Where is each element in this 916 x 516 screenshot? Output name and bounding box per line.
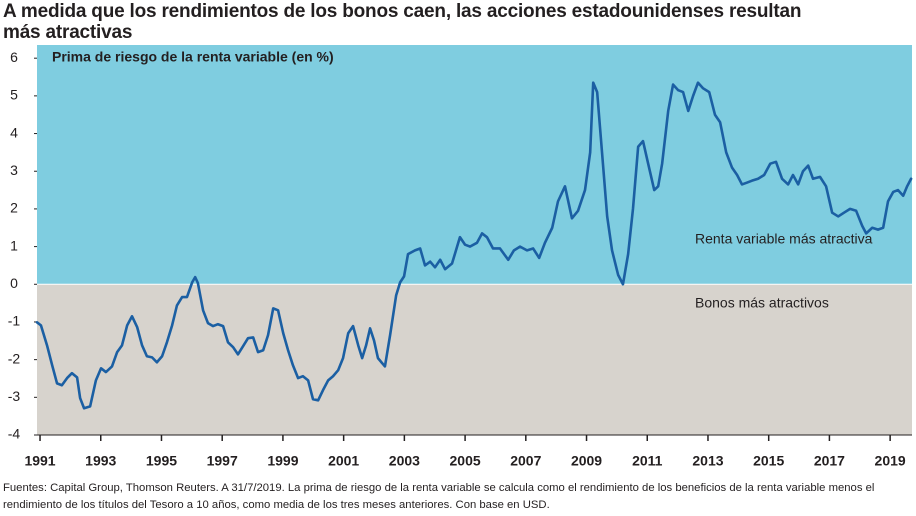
annotation: Bonos más atractivos — [695, 295, 829, 311]
x-tick-label: 2003 — [389, 453, 420, 469]
annotation: Renta variable más atractiva — [695, 231, 873, 247]
y-tick-label: -4 — [8, 426, 21, 442]
y-tick-label: 6 — [10, 49, 18, 65]
y-tick-label: 4 — [10, 124, 18, 140]
x-tick-label: 1997 — [207, 453, 238, 469]
negative-region — [37, 284, 912, 435]
x-tick-label: 2007 — [510, 453, 541, 469]
y-tick-label: 3 — [10, 162, 18, 178]
x-tick-label: 2009 — [571, 453, 602, 469]
line-series — [35, 81, 913, 410]
y-tick-label: 1 — [10, 237, 18, 253]
x-tick-label: 1995 — [146, 453, 177, 469]
x-tick-label: 2013 — [692, 453, 723, 469]
x-tick-label: 2011 — [632, 453, 663, 469]
positive-region — [37, 45, 912, 285]
x-tick-label: 2017 — [814, 453, 845, 469]
y-tick-label: -3 — [8, 388, 21, 404]
chart-title: A medida que los rendimientos de los bon… — [3, 1, 802, 43]
footnote: Fuentes: Capital Group, Thomson Reuters.… — [3, 482, 875, 511]
x-tick-label: 2015 — [753, 453, 784, 469]
y-tick-label: 2 — [10, 200, 18, 216]
y-tick-label: -2 — [8, 350, 21, 366]
y-tick-label: -1 — [8, 313, 21, 329]
x-tick-label: 2005 — [450, 453, 481, 469]
x-tick-label: 1999 — [267, 453, 298, 469]
y-axis-label: Prima de riesgo de la renta variable (en… — [52, 49, 334, 65]
x-tick-label: 1993 — [85, 453, 116, 469]
y-tick-label: 0 — [10, 275, 18, 291]
x-tick-label: 2001 — [328, 453, 359, 469]
x-tick-label: 2019 — [875, 453, 906, 469]
y-tick-label: 5 — [10, 87, 18, 103]
x-tick-label: 1991 — [24, 453, 55, 469]
